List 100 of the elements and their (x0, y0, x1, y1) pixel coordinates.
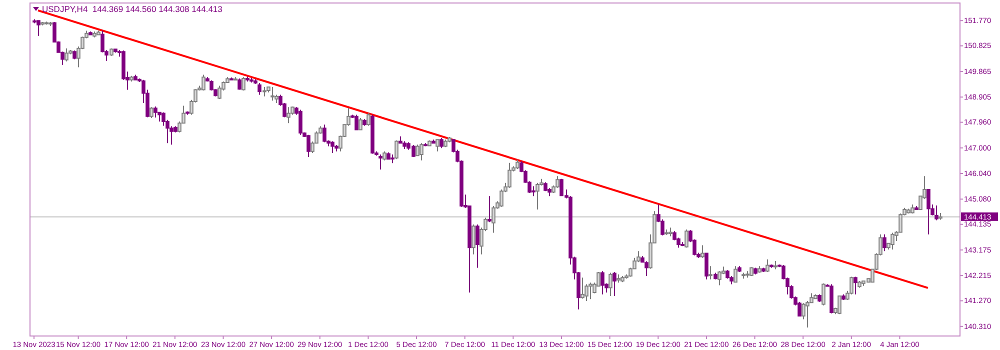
candlestick (890, 232, 894, 250)
candlestick (64, 48, 68, 62)
candlestick (270, 86, 274, 102)
candlestick (110, 48, 114, 56)
candlestick (48, 21, 52, 26)
candlestick (354, 114, 358, 131)
candlestick (476, 224, 480, 268)
candlestick (938, 212, 942, 220)
candlestick (754, 267, 758, 275)
candlestick (708, 266, 712, 280)
candlestick (420, 142, 424, 161)
candlestick (608, 272, 612, 296)
candlestick (766, 258, 770, 272)
candlestick (262, 86, 266, 97)
candlestick (472, 224, 476, 255)
candlestick (330, 140, 334, 154)
candlestick (298, 109, 302, 136)
candlestick (742, 272, 746, 280)
candlestick (150, 106, 154, 118)
candlestick (612, 271, 616, 296)
candlestick (714, 272, 718, 280)
candlestick (88, 31, 92, 36)
candlestick (358, 118, 362, 131)
candlestick (620, 275, 624, 283)
candlestick (386, 152, 390, 160)
chart-title: USDJPY,H4 144.369 144.560 144.308 144.413 (42, 4, 223, 14)
candlestick (444, 139, 448, 148)
candlestick (202, 74, 206, 92)
candlestick (286, 106, 290, 124)
candlestick (242, 76, 246, 92)
candlestick (588, 282, 592, 300)
candlestick (516, 159, 520, 170)
candlestick (40, 21, 44, 26)
candlestick (370, 114, 374, 154)
candlestick (616, 274, 620, 284)
candlestick (818, 294, 822, 302)
candlestick (238, 78, 242, 90)
candlestick (704, 252, 708, 280)
candlestick (334, 144, 338, 152)
candlestick (750, 266, 754, 276)
candlestick (362, 118, 366, 126)
candlestick (700, 244, 704, 258)
candlestick (854, 276, 858, 295)
candlestick (218, 85, 222, 100)
candlestick (842, 294, 846, 300)
candlestick (134, 74, 138, 81)
candlestick (600, 270, 604, 295)
candlestick (258, 82, 262, 96)
candlestick (668, 227, 672, 237)
candlestick (72, 50, 76, 60)
candlestick (394, 140, 398, 160)
candlestick (390, 154, 394, 164)
candlestick (906, 208, 910, 214)
candlestick (382, 150, 386, 161)
candlestick (914, 206, 918, 211)
candlestick (402, 140, 406, 150)
candlestick (926, 188, 930, 235)
candlestick (322, 124, 326, 143)
candlestick (306, 134, 310, 158)
candlestick (774, 260, 778, 270)
candlestick (508, 162, 512, 188)
candlestick (580, 277, 584, 300)
candlestick (246, 76, 250, 82)
candlestick (44, 21, 48, 26)
candlestick (186, 110, 190, 116)
candlestick (488, 196, 492, 223)
candlestick (154, 106, 158, 118)
candlestick (762, 267, 766, 272)
candlestick (92, 31, 96, 38)
candlestick (734, 266, 738, 284)
candlestick (910, 204, 914, 214)
candlestick (250, 77, 254, 84)
candlestick (416, 144, 420, 156)
candlestick (814, 294, 818, 300)
candlestick (96, 30, 100, 36)
candlestick (536, 182, 540, 210)
candlestick (830, 284, 834, 314)
candlestick (114, 48, 118, 54)
candlestick (378, 154, 382, 170)
candlestick (424, 142, 428, 147)
candlestick (664, 229, 668, 236)
candlestick (822, 282, 826, 306)
candlestick (738, 266, 742, 272)
candlestick (758, 266, 762, 274)
candlestick (680, 242, 684, 247)
candlestick (718, 270, 722, 286)
candlestick (770, 264, 774, 268)
candlestick (858, 280, 862, 288)
candlestick (684, 229, 688, 248)
candlestick (130, 75, 134, 82)
candlestick (492, 206, 496, 234)
candlestick (448, 136, 452, 143)
candlestick (440, 138, 444, 149)
candlestick (428, 140, 432, 147)
candlestick (934, 205, 938, 221)
candlestick (838, 294, 842, 315)
candlestick (436, 138, 440, 152)
candlestick (746, 270, 750, 278)
candlestick (234, 76, 238, 81)
candlestick (36, 20, 40, 36)
